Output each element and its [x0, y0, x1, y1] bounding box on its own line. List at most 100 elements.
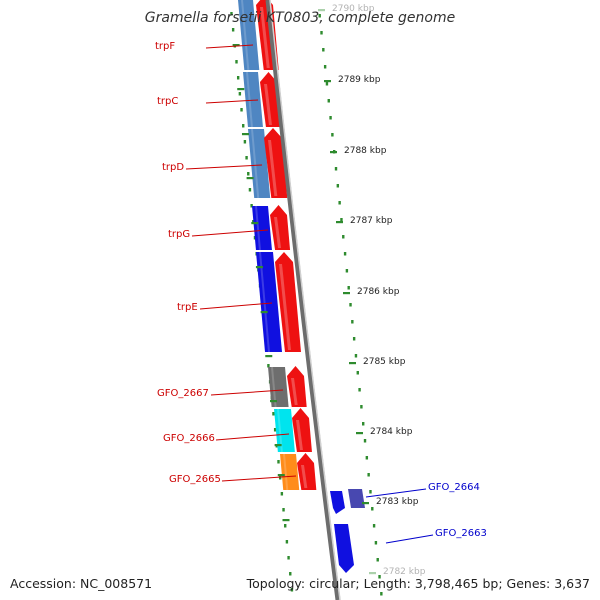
forward-gene-GFO_2664-arrow	[330, 491, 345, 514]
inner-tick-dot	[252, 220, 255, 224]
backbone-outer-line	[265, 0, 341, 600]
kbp-tick-label: 2786 kbp	[357, 287, 400, 297]
kbp-tick-mark	[343, 292, 350, 295]
gene-label-GFO_2664: GFO_2664	[428, 482, 480, 493]
kbp-tick-label: 2784 kbp	[370, 427, 413, 437]
inner-tick-dot	[287, 556, 290, 560]
cds-arrow-shine	[260, 7, 270, 68]
cds-arrow-reverse	[292, 408, 312, 452]
kbp-tick-mark	[349, 362, 356, 365]
outer-tick-dot	[338, 201, 341, 205]
outer-tick-dot	[325, 82, 329, 86]
outer-tick-dot	[378, 575, 381, 579]
kbp-tick-label: 2787 kbp	[350, 216, 393, 226]
inner-dash-mark	[282, 519, 290, 522]
inner-tick-dot	[277, 460, 280, 464]
inner-tick-dot	[272, 412, 275, 416]
outer-tick-dot	[342, 235, 345, 239]
gene-label-GFO_2667: GFO_2667	[157, 388, 209, 399]
cds-arrow-shine	[291, 378, 298, 405]
leader-GFO_2665	[221, 475, 297, 482]
inner-tick-dot	[230, 12, 233, 16]
outer-tick-dot	[336, 184, 340, 188]
cds-arrow-shine	[264, 84, 272, 125]
inner-tick-dot	[285, 540, 289, 544]
outer-tick-dot	[345, 269, 349, 273]
inner-dash-mark	[265, 355, 273, 358]
outer-tick-dot	[376, 558, 379, 562]
accession-label: Accession: NC_008571	[10, 576, 153, 591]
inner-tick-dot	[289, 572, 292, 576]
inner-dash-mark	[246, 177, 254, 180]
inner-dash-mark	[237, 88, 245, 91]
cog-block-shine	[246, 71, 253, 128]
label-leader-lines	[185, 44, 434, 544]
kbp-tick-label: 2783 kbp	[376, 497, 419, 507]
gene-label-GFO_2665: GFO_2665	[169, 474, 221, 485]
cds-arrow-reverse	[297, 453, 317, 490]
inner-tick-dot	[240, 108, 243, 112]
inner-dash-mark	[270, 400, 277, 403]
gene-label-trpE: trpE	[177, 302, 198, 313]
cog-block-shine	[251, 128, 260, 199]
outer-tick-dot	[374, 541, 378, 545]
kbp-tick-mark	[336, 221, 343, 224]
kbp-tick-mark	[330, 151, 337, 154]
kbp-tick-mark	[324, 80, 331, 83]
outer-tick-dot	[340, 218, 343, 222]
leader-GFO_2663	[385, 534, 434, 544]
outer-tick-dot	[329, 116, 332, 120]
cog-block-trpC	[243, 72, 263, 127]
outer-tick-dot	[371, 507, 374, 511]
outer-tick-dot	[320, 31, 323, 35]
leader-GFO_2666	[215, 433, 290, 441]
inner-tick-dot	[273, 428, 277, 432]
outer-tick-dot	[354, 354, 358, 358]
leader-trpG	[191, 229, 269, 237]
leader-trpE	[199, 302, 273, 310]
kbp-tick-label: 2789 kbp	[338, 75, 381, 85]
inner-dash-mark	[260, 311, 268, 314]
cds-ring	[256, 0, 365, 573]
outer-tick-dot	[363, 439, 367, 443]
leader-trpF	[205, 44, 254, 49]
gene-label-GFO_2666: GFO_2666	[163, 433, 215, 444]
inner-tick-dot	[245, 156, 248, 160]
leader-GFO_2664	[365, 488, 427, 498]
inner-tick-dot	[247, 172, 250, 176]
backbone-ring	[265, 0, 341, 600]
inner-dash-mark	[255, 266, 263, 269]
outer-tick-dot	[360, 405, 363, 409]
inner-dash-mark	[277, 474, 285, 477]
topology-label: Topology: circular; Length: 3,798,465 bp…	[246, 576, 590, 591]
outer-tick-dot	[380, 592, 383, 596]
inner-tick-dot	[267, 364, 270, 368]
kbp-tick-mark	[362, 502, 369, 505]
cog-block-GFO_2665	[280, 454, 300, 490]
outer-tick-dot	[318, 14, 321, 18]
cds-arrow-shine	[279, 264, 291, 350]
outer-tick-dot	[369, 490, 372, 494]
gene-label-GFO_2663: GFO_2663	[435, 528, 487, 539]
inner-dash-mark	[232, 44, 240, 47]
kbp-tick-mark	[356, 432, 363, 435]
outer-tick-dot	[351, 320, 354, 324]
inner-tick-dot	[231, 28, 235, 32]
outer-tick-dot	[365, 456, 369, 460]
cog-block-trpF	[238, 0, 260, 70]
kbp-tick-mark	[369, 572, 376, 575]
gene-label-trpG: trpG	[168, 229, 191, 240]
map-title: Gramella forsetii KT0803, complete genom…	[144, 10, 456, 26]
cog-block-shine	[283, 453, 289, 491]
leader-trpC	[205, 99, 259, 104]
cds-arrow-shine	[268, 140, 278, 196]
kbp-tick-marks	[232, 9, 376, 575]
outer-tick-dot	[327, 99, 330, 103]
cds-arrow-shine	[296, 420, 303, 450]
outer-tick-dot	[367, 473, 370, 477]
outer-tick-dot	[356, 371, 359, 375]
cog-block-trpD	[248, 129, 271, 198]
inner-tick-dot	[280, 492, 284, 496]
outer-tick-dot	[372, 524, 376, 528]
